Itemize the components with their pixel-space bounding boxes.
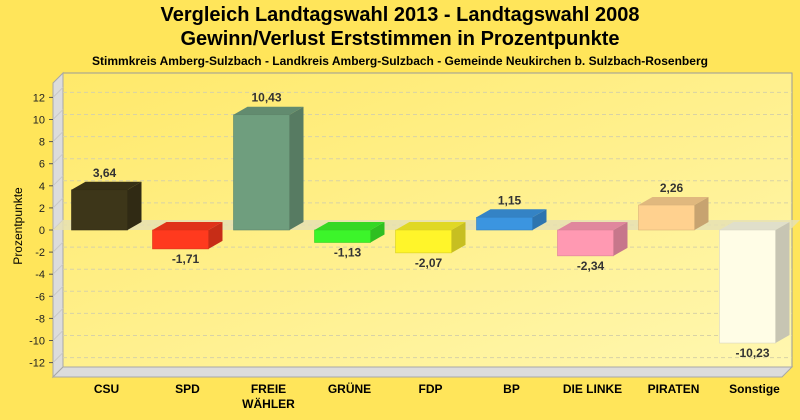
gridline-side — [52, 263, 64, 275]
data-label: -2,34 — [577, 259, 605, 273]
y-tick-label: 8 — [39, 137, 45, 149]
gridline-side — [52, 197, 64, 209]
bar-front — [314, 229, 371, 243]
bar-side — [694, 197, 709, 230]
plot-floor — [51, 366, 794, 378]
bar-top — [638, 197, 709, 206]
bar-spd: -1,71 — [152, 222, 223, 266]
gridline-side — [52, 352, 64, 363]
data-label: -1,71 — [172, 252, 200, 266]
bar-side — [127, 181, 142, 230]
bar-front — [557, 229, 614, 257]
gridline-side — [52, 87, 64, 98]
bar-piraten: 2,26 — [638, 181, 709, 231]
data-label: -1,13 — [334, 245, 362, 259]
x-tick-label: PIRATEN — [648, 382, 700, 396]
gridline-side — [52, 153, 64, 165]
gridline-side — [52, 131, 64, 142]
bar-top — [71, 181, 142, 190]
bars: 3,64 -1,71 10,43 -1,13 -2,07 1,15 -2,34 2,26 -10… — [71, 91, 790, 360]
x-tick-label: FDP — [419, 382, 443, 396]
bar-top — [476, 209, 547, 218]
x-tick-label: BP — [503, 382, 520, 396]
bar-side — [613, 222, 628, 256]
bar-fdp: -2,07 — [395, 222, 466, 270]
y-tick-label: 10 — [33, 115, 45, 127]
bar-freie-wähler: 10,43 — [233, 91, 304, 231]
bar-top — [233, 106, 304, 115]
y-tick-label: 2 — [39, 203, 45, 215]
y-tick-label: -8 — [35, 313, 45, 325]
data-label: -10,23 — [735, 346, 769, 360]
gridline-side — [52, 109, 64, 120]
chart-location: Stimmkreis Amberg-Sulzbach - Landkreis A… — [92, 54, 708, 68]
gridline-side — [52, 308, 64, 319]
y-tick-label: 6 — [39, 159, 45, 171]
y-tick-label: -6 — [35, 291, 45, 303]
chart-title: Vergleich Landtagswahl 2013 - Landtagswa… — [160, 4, 640, 26]
x-tick-label: WÄHLER — [242, 396, 295, 411]
x-tick-label: CSU — [94, 382, 119, 396]
bar-front — [152, 229, 209, 250]
bar-die-linke: -2,34 — [557, 222, 628, 273]
bar-bp: 1,15 — [476, 193, 547, 231]
y-axis-label: Prozentpunkte — [11, 187, 25, 265]
chart-subtitle: Gewinn/Verlust Erststimmen in Prozentpun… — [180, 28, 620, 50]
y-tick-label: -10 — [29, 336, 45, 348]
bar-top — [719, 222, 790, 230]
bar-side — [289, 106, 304, 230]
bar-top — [314, 222, 385, 230]
gridline-side — [52, 241, 64, 253]
bar-side — [451, 222, 466, 253]
gridline-side — [52, 285, 64, 297]
bar-top — [395, 222, 466, 230]
bar-front — [395, 229, 452, 254]
data-label: 10,43 — [251, 91, 281, 105]
gridline-side — [52, 330, 64, 341]
bar-side — [370, 222, 385, 243]
x-tick-label: GRÜNE — [328, 381, 371, 396]
data-label: 2,26 — [660, 181, 684, 195]
bar-side — [208, 222, 223, 249]
data-label: 1,15 — [498, 193, 522, 207]
bar-front — [476, 216, 533, 231]
x-tick-label: SPD — [175, 382, 200, 396]
gridline-side — [52, 175, 64, 187]
data-label: -2,07 — [415, 256, 443, 270]
y-tick-label: 4 — [39, 181, 45, 193]
data-label: 3,64 — [93, 166, 117, 180]
x-tick-label: DIE LINKE — [563, 382, 622, 396]
bar-grüne: -1,13 — [314, 222, 385, 259]
y-tick-label: 0 — [39, 225, 45, 237]
x-tick-label: Sonstige — [729, 382, 780, 396]
y-tick-label: 12 — [33, 92, 45, 104]
bar-top — [152, 222, 223, 230]
bar-side — [775, 222, 790, 344]
bar-front — [233, 114, 290, 231]
y-tick-label: -12 — [29, 358, 45, 370]
x-tick-label: FREIE — [251, 382, 286, 396]
y-tick-label: -2 — [35, 247, 45, 259]
bar-front — [71, 189, 128, 231]
bar-side — [532, 209, 547, 230]
y-axis: 12 10 8 6 4 2 0 -2 -4 -6 -8 -10 -12 — [29, 92, 53, 370]
bar-front — [719, 229, 776, 344]
bar-sonstige: -10,23 — [719, 222, 790, 360]
y-tick-label: -4 — [35, 269, 45, 281]
bar-csu: 3,64 — [71, 166, 142, 231]
bar-front — [638, 204, 695, 231]
bar-top — [557, 222, 628, 230]
